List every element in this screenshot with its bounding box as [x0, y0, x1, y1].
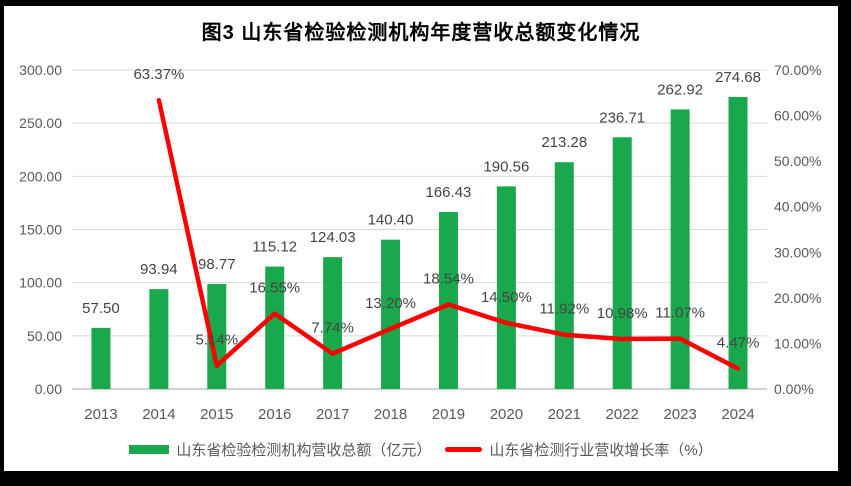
y2-axis-tick-label: 40.00%	[774, 199, 821, 215]
x-axis-tick-label: 2017	[316, 406, 349, 423]
bar-series-swatch	[129, 445, 170, 454]
x-axis-tick-label: 2023	[663, 406, 696, 423]
growth-value-label: 11.92%	[539, 301, 589, 318]
line-series-swatch	[445, 447, 483, 452]
growth-value-label: 16.55%	[249, 280, 300, 297]
x-axis-tick-label: 2021	[548, 406, 581, 423]
revenue-bar	[265, 266, 285, 389]
bar-value-label: 93.94	[140, 261, 178, 278]
growth-value-label: 63.37%	[133, 66, 184, 83]
y2-axis-tick-label: 70.00%	[774, 62, 821, 78]
y2-axis-tick-label: 60.00%	[774, 108, 821, 124]
revenue-bar	[91, 327, 111, 389]
x-axis-tick-label: 2024	[721, 406, 754, 423]
revenue-bar	[670, 109, 690, 389]
bar-value-label: 124.03	[310, 229, 356, 246]
chart-plot: 0.00 50.00 100.00 150.00 200.00 250.00 300.00 0…	[19, 62, 821, 423]
growth-line	[156, 97, 741, 371]
y2-axis-tick-label: 0.00%	[774, 381, 814, 397]
x-axis-tick-label: 2022	[606, 406, 639, 423]
y2-axis-tick-label: 20.00%	[774, 290, 821, 306]
growth-value-label: 4.47%	[717, 335, 760, 352]
bar-value-label: 262.92	[657, 81, 703, 98]
x-axis-tick-label: 2018	[374, 406, 407, 423]
bar-value-label: 213.28	[541, 134, 587, 151]
x-axis-tick-label: 2015	[200, 406, 233, 423]
bar-value-label: 274.68	[715, 69, 761, 86]
growth-value-label: 14.50%	[481, 289, 532, 306]
legend-label-growth: 山东省检测行业营收增长率（%）	[489, 442, 713, 459]
y-axis-tick-label: 50.00	[27, 328, 62, 344]
x-axis-tick-label: 2016	[258, 406, 291, 423]
y-axis-tick-label: 150.00	[19, 222, 62, 238]
revenue-bar	[381, 239, 401, 389]
revenue-bar	[612, 137, 632, 389]
revenue-bar	[438, 212, 458, 389]
growth-value-label: 7.74%	[311, 320, 354, 337]
y-axis-tick-label: 200.00	[19, 168, 62, 184]
legend-label-revenue: 山东省检验检测机构营收总额（亿元）	[176, 442, 432, 459]
growth-value-label: 11.07%	[655, 305, 705, 322]
growth-value-label: 5.14%	[196, 332, 239, 349]
legend-item-revenue: 山东省检验检测机构营收总额（亿元）	[129, 439, 431, 460]
y2-axis-tick-label: 10.00%	[774, 335, 821, 351]
y-axis-tick-label: 250.00	[19, 115, 62, 131]
bar-value-label: 57.50	[82, 300, 120, 317]
growth-value-label: 10.98%	[597, 305, 648, 322]
y2-axis-tick-label: 50.00%	[774, 153, 821, 169]
y2-axis-tick-label: 30.00%	[774, 244, 821, 260]
y-axis-tick-label: 300.00	[19, 62, 62, 78]
growth-value-label: 13.20%	[365, 295, 416, 312]
legend: 山东省检验检测机构营收总额（亿元） 山东省检测行业营收增长率（%）	[4, 439, 838, 460]
revenue-bar	[554, 162, 574, 389]
x-axis-tick-label: 2020	[490, 406, 523, 423]
revenue-bar	[149, 289, 169, 389]
bar-value-label: 140.40	[368, 212, 414, 229]
bar-value-label: 166.43	[426, 184, 472, 201]
revenue-bar	[496, 186, 516, 389]
legend-item-growth: 山东省检测行业营收增长率（%）	[445, 439, 713, 460]
bar-value-label: 190.56	[483, 158, 529, 175]
bar-value-label: 98.77	[198, 256, 236, 273]
y-axis-tick-label: 100.00	[19, 275, 62, 291]
x-axis-tick-label: 2014	[142, 406, 175, 423]
x-axis-tick-label: 2019	[432, 406, 465, 423]
bar-value-label: 115.12	[252, 239, 297, 256]
y-axis-tick-label: 0.00	[35, 381, 62, 397]
growth-value-label: 18.54%	[423, 271, 474, 288]
x-axis-tick-label: 2013	[84, 406, 117, 423]
chart-title: 图3 山东省检验检测机构年度营收总额变化情况	[201, 22, 641, 44]
revenue-bar	[323, 257, 343, 389]
bar-value-label: 236.71	[599, 109, 645, 126]
revenue-bar	[728, 96, 748, 390]
chart-canvas: 图3 山东省检验检测机构年度营收总额变化情况 0.00 50.00 100.00 15…	[4, 6, 838, 471]
